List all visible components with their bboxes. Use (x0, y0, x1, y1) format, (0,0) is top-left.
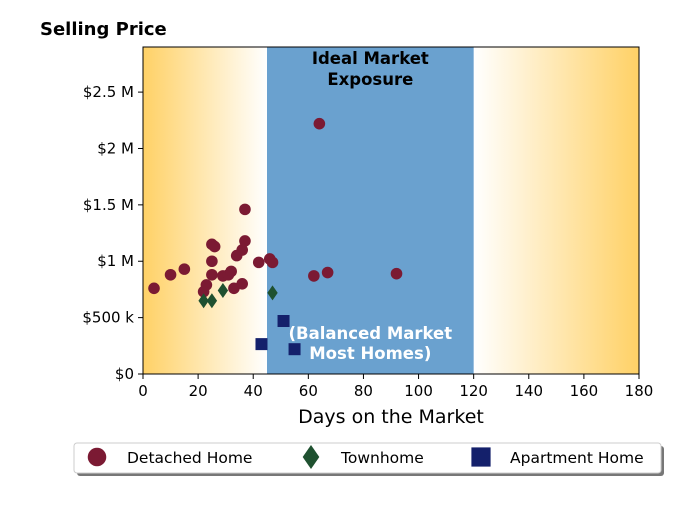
y-tick-label: $1 M (97, 252, 134, 270)
data-points (148, 117, 403, 356)
data-point (225, 265, 237, 278)
y-tick-label: $2 M (97, 139, 134, 157)
series-detached-home (148, 117, 403, 298)
plot-frame (142, 46, 640, 375)
data-point (217, 283, 229, 299)
legend-label: Townhome (340, 449, 424, 467)
legend-label: Detached Home (127, 449, 252, 467)
data-point (198, 293, 209, 309)
data-point (208, 240, 221, 253)
ideal-exposure-band (267, 47, 474, 374)
y-tick-label: $0 (115, 365, 134, 383)
legend-label: Apartment Home (510, 449, 644, 467)
data-point (252, 256, 265, 269)
legend-box (73, 442, 662, 474)
band-top-label-line: Ideal Market (312, 49, 429, 68)
series-apartment-home (255, 315, 301, 356)
x-tick-label: 20 (189, 382, 208, 400)
chart-title: Selling Price (40, 19, 167, 40)
data-point (206, 255, 218, 268)
band-top-label-line: Exposure (327, 70, 413, 89)
x-tick-label: 160 (570, 382, 599, 400)
data-point (206, 268, 218, 281)
band-labels: Ideal Market Exposure (Balanced MarketMost… (289, 49, 453, 363)
x-tick-label: 80 (354, 382, 373, 400)
band-bottom-label-line: Most Homes) (309, 344, 431, 363)
data-point (236, 244, 248, 256)
data-point (148, 282, 160, 295)
data-point (239, 235, 251, 247)
data-point (239, 203, 251, 216)
legend-marker (471, 447, 491, 467)
data-point (390, 267, 403, 280)
x-tick-label: 180 (625, 382, 654, 400)
y-axis: $0 $500 k $1 M $1.5 M $2 M $2.5 M (82, 83, 143, 383)
data-point (267, 285, 278, 301)
data-point (178, 263, 191, 275)
x-tick-label: 40 (244, 382, 263, 400)
x-tick-label: 100 (404, 382, 433, 400)
data-point (255, 338, 268, 351)
band-bottom-label-line: (Balanced Market (289, 324, 453, 343)
data-point (277, 315, 290, 328)
data-point (308, 270, 320, 282)
x-tick-label: 140 (514, 382, 543, 400)
legend-marker (87, 447, 107, 467)
data-point (236, 277, 248, 290)
y-tick-label: $500 k (82, 309, 134, 327)
y-tick-label: $2.5 M (83, 83, 134, 101)
data-point (197, 285, 210, 298)
x-axis-label: Days on the Market (298, 406, 484, 428)
legend-marker (302, 445, 320, 469)
series-townhome (198, 283, 278, 309)
data-point (164, 268, 177, 281)
y-tick-label: $1.5 M (83, 196, 134, 214)
data-point (266, 256, 279, 269)
x-tick-label: 60 (299, 382, 318, 400)
x-tick-label: 120 (459, 382, 488, 400)
data-point (313, 117, 326, 130)
data-point (321, 266, 334, 279)
legend: Detached Home Townhome Apartment Home (73, 442, 664, 476)
data-point (288, 343, 301, 356)
gradient-right (473, 47, 639, 374)
data-point (206, 293, 218, 309)
x-axis: 0 20 40 60 80 100 120 140 160 180 (138, 374, 653, 400)
x-tick-label: 0 (138, 382, 148, 400)
